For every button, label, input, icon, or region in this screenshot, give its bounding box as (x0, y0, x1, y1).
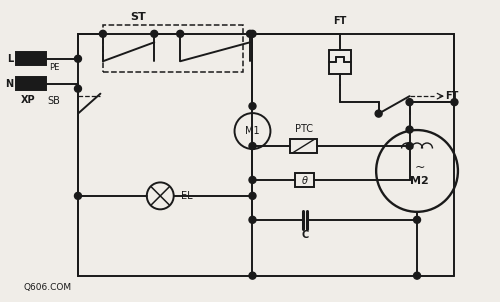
Text: PTC: PTC (294, 124, 312, 133)
Circle shape (249, 272, 256, 279)
Bar (16, 52, 46, 65)
Circle shape (249, 30, 256, 37)
Circle shape (249, 176, 256, 183)
Text: ST: ST (130, 12, 146, 22)
Text: Q606.COM: Q606.COM (23, 283, 72, 292)
Circle shape (406, 99, 413, 106)
Circle shape (249, 103, 256, 110)
Circle shape (74, 85, 82, 92)
Text: EL: EL (181, 191, 193, 201)
Circle shape (246, 30, 254, 37)
Circle shape (414, 272, 420, 279)
Circle shape (100, 30, 106, 37)
Circle shape (249, 192, 256, 199)
Text: $\theta$: $\theta$ (301, 174, 308, 186)
Bar (16, 77, 46, 90)
Text: FT: FT (333, 16, 346, 26)
Bar (103, 25, 242, 72)
Text: FT: FT (446, 91, 458, 101)
Text: ~: ~ (414, 160, 425, 173)
Text: C: C (301, 230, 308, 240)
Text: PE: PE (50, 63, 60, 72)
Circle shape (406, 143, 413, 149)
Circle shape (406, 126, 413, 133)
Text: XP: XP (21, 95, 35, 105)
Circle shape (151, 30, 158, 37)
Text: L: L (7, 54, 13, 64)
Circle shape (451, 99, 458, 106)
Text: SB: SB (48, 96, 60, 106)
Circle shape (249, 143, 256, 149)
Text: M1: M1 (245, 126, 260, 136)
Circle shape (414, 216, 420, 223)
Circle shape (176, 30, 184, 37)
Circle shape (375, 110, 382, 117)
Bar (296, 173, 314, 187)
Text: M2: M2 (410, 176, 429, 186)
Bar (290, 139, 318, 153)
Bar (329, 50, 350, 74)
Circle shape (249, 216, 256, 223)
Circle shape (74, 55, 82, 62)
Text: N: N (5, 79, 13, 89)
Circle shape (74, 192, 82, 199)
